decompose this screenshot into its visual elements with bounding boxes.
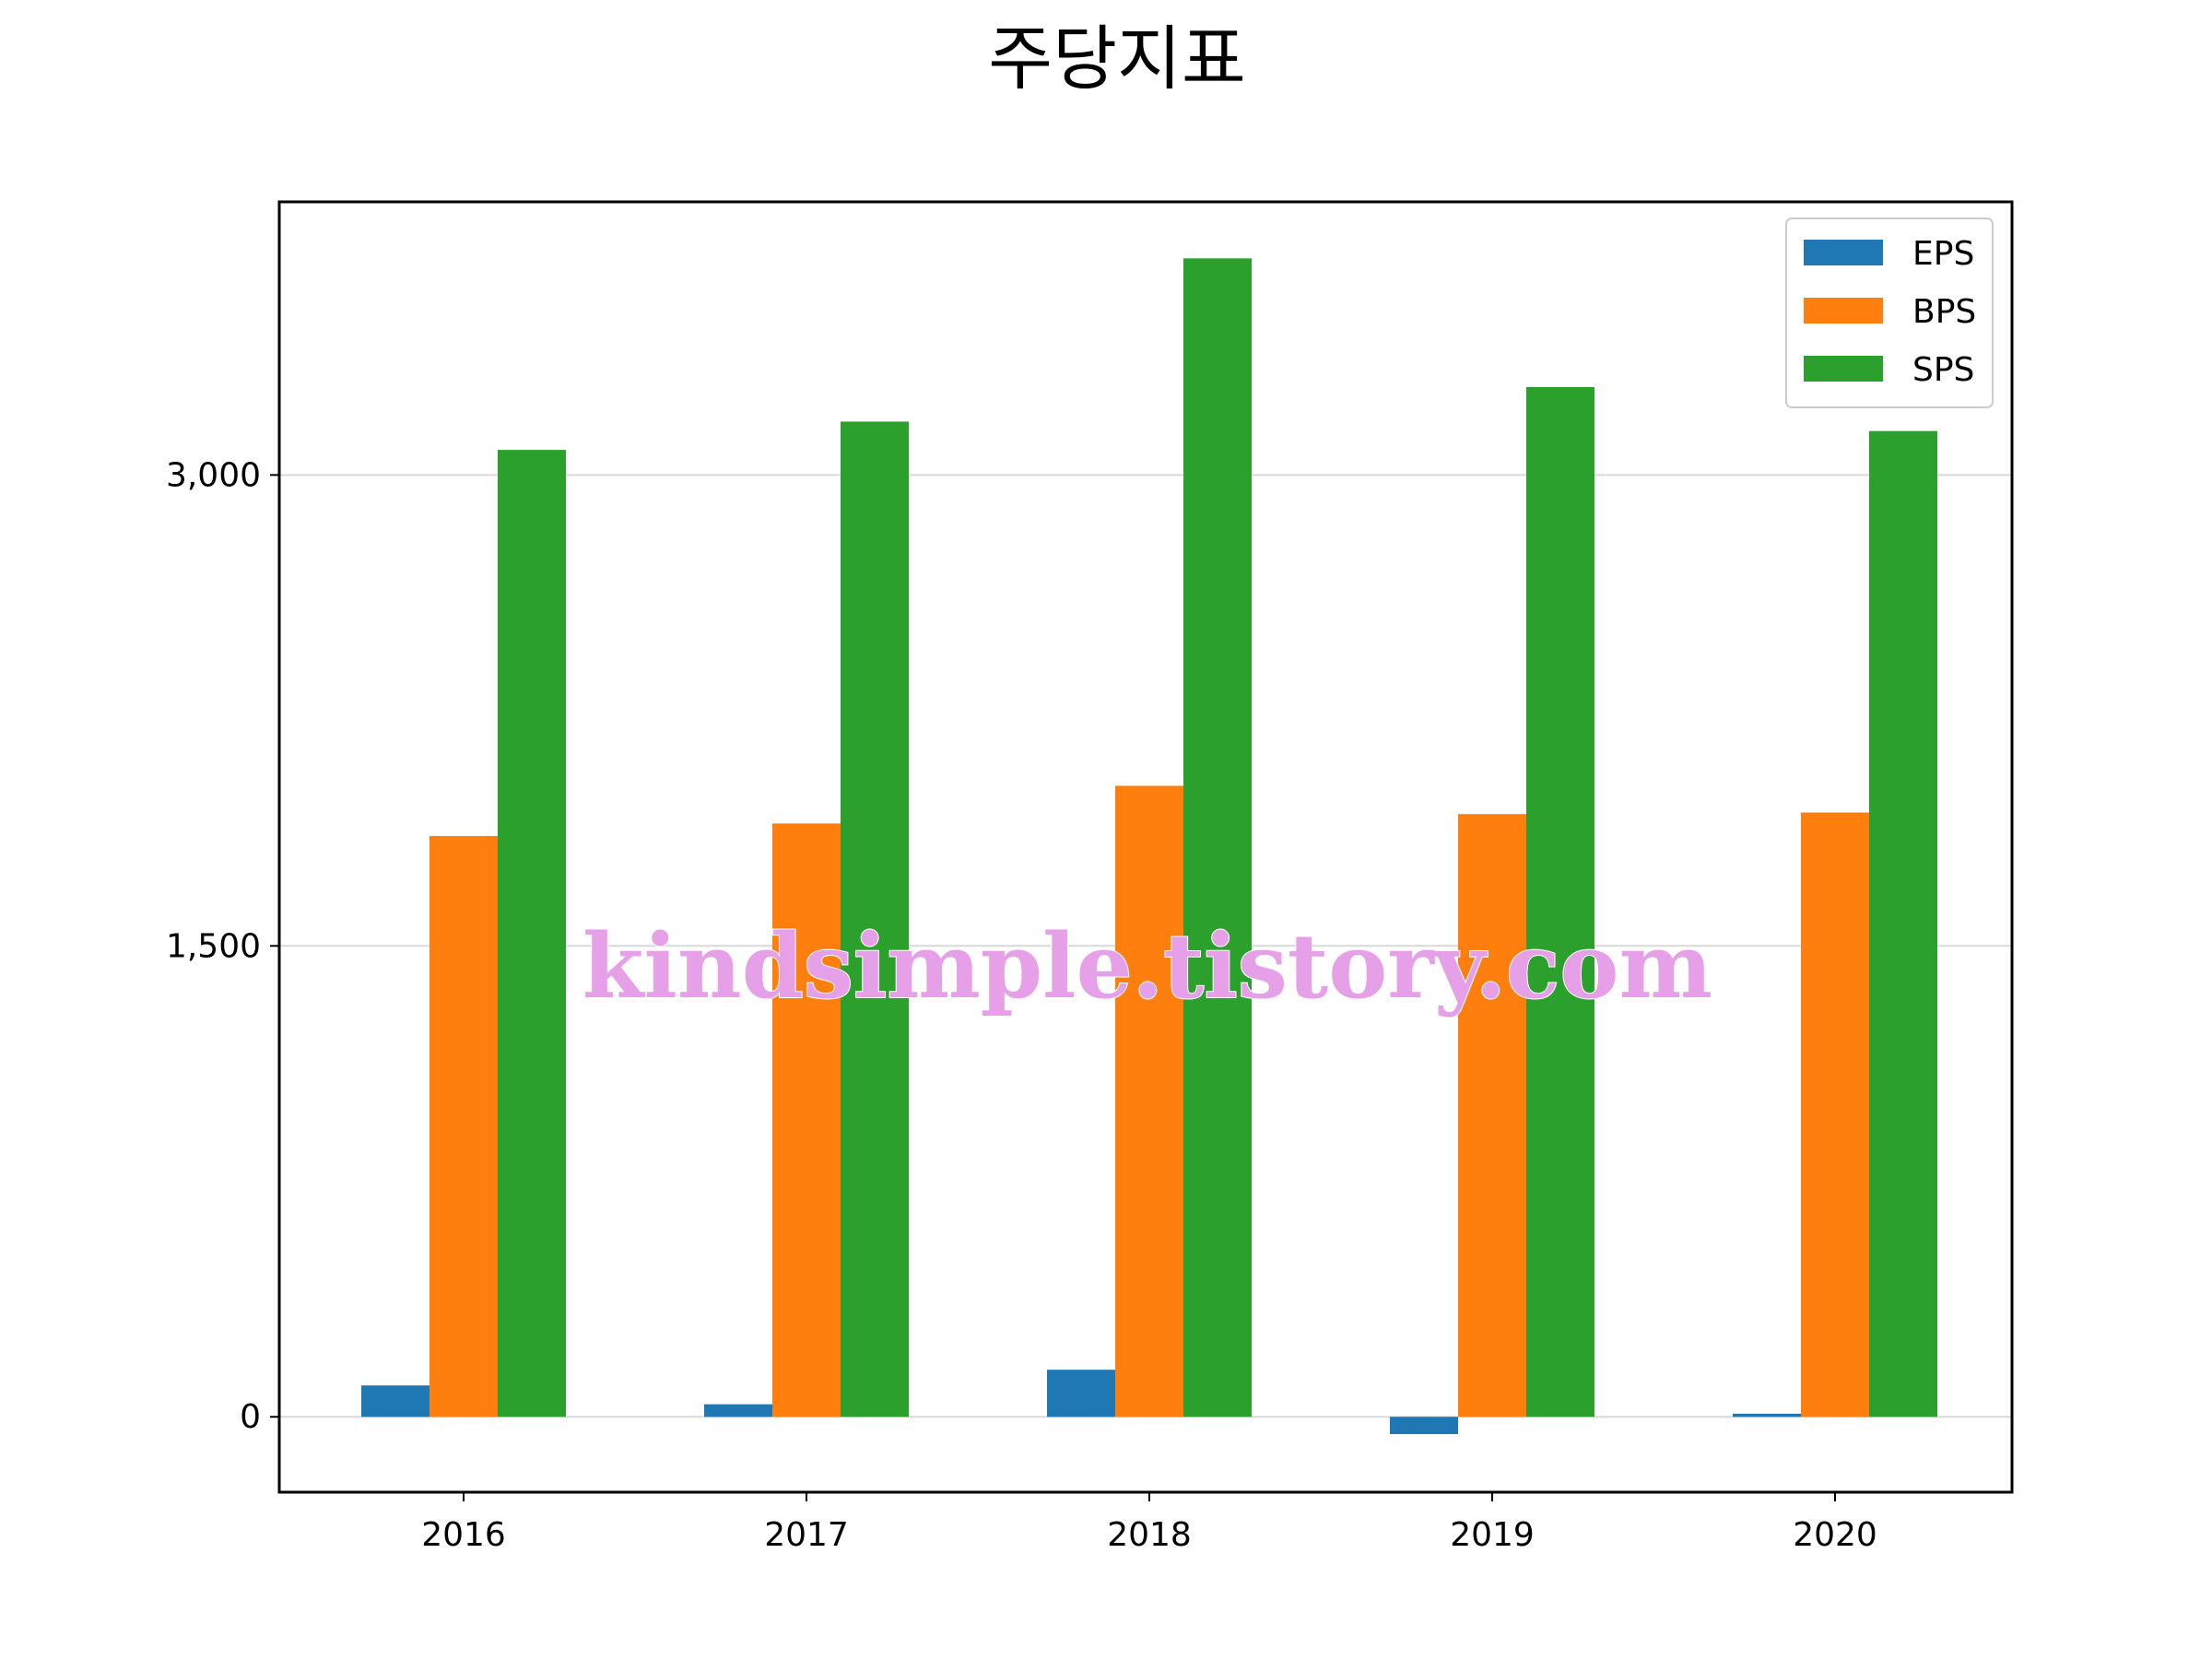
legend-swatch-bps: [1804, 298, 1883, 324]
bar-bps-2017: [772, 823, 841, 1418]
bar-sps-2016: [498, 450, 566, 1418]
x-tick-label: 2020: [1793, 1516, 1877, 1554]
bar-bps-2020: [1801, 812, 1869, 1418]
y-axis: 0 1,500 3,000: [166, 456, 279, 1436]
legend-swatch-eps: [1804, 240, 1883, 265]
bar-bps-2016: [429, 836, 498, 1418]
watermark-text: kindsimple.tistory.com: [582, 914, 1712, 1018]
legend-label-sps: SPS: [1912, 351, 1974, 389]
legend: EPS BPS SPS: [1785, 218, 1994, 408]
bar-eps-2017: [704, 1404, 772, 1418]
plot-frame: [277, 200, 2014, 1494]
bar-sps-2017: [841, 421, 909, 1418]
bar-sps-2019: [1526, 386, 1594, 1418]
bar-eps-2019: [1390, 1417, 1458, 1434]
legend-label-bps: BPS: [1912, 293, 1976, 331]
x-tick-label: 2019: [1450, 1516, 1535, 1554]
y-tick-label: 0: [240, 1398, 261, 1436]
legend-label-eps: EPS: [1912, 235, 1974, 273]
bar-sps-2018: [1183, 258, 1252, 1418]
chart-title: 주당지표: [988, 18, 1246, 100]
x-tick-label: 2016: [421, 1516, 506, 1554]
bar-bps-2018: [1115, 785, 1183, 1418]
y-tick-label: 1,500: [166, 927, 261, 965]
bar-sps-2020: [1869, 430, 1937, 1418]
x-tick-label: 2018: [1107, 1516, 1192, 1554]
bar-bps-2019: [1458, 814, 1526, 1418]
legend-swatch-sps: [1804, 356, 1883, 382]
x-tick-label: 2017: [764, 1516, 849, 1554]
bar-eps-2020: [1733, 1413, 1801, 1418]
y-tick-label: 3,000: [166, 456, 261, 494]
bars: [361, 258, 1937, 1434]
bar-eps-2016: [361, 1385, 429, 1418]
x-axis: 2016 2017 2018 2019 2020: [421, 1492, 1877, 1554]
bar-eps-2018: [1047, 1370, 1115, 1418]
